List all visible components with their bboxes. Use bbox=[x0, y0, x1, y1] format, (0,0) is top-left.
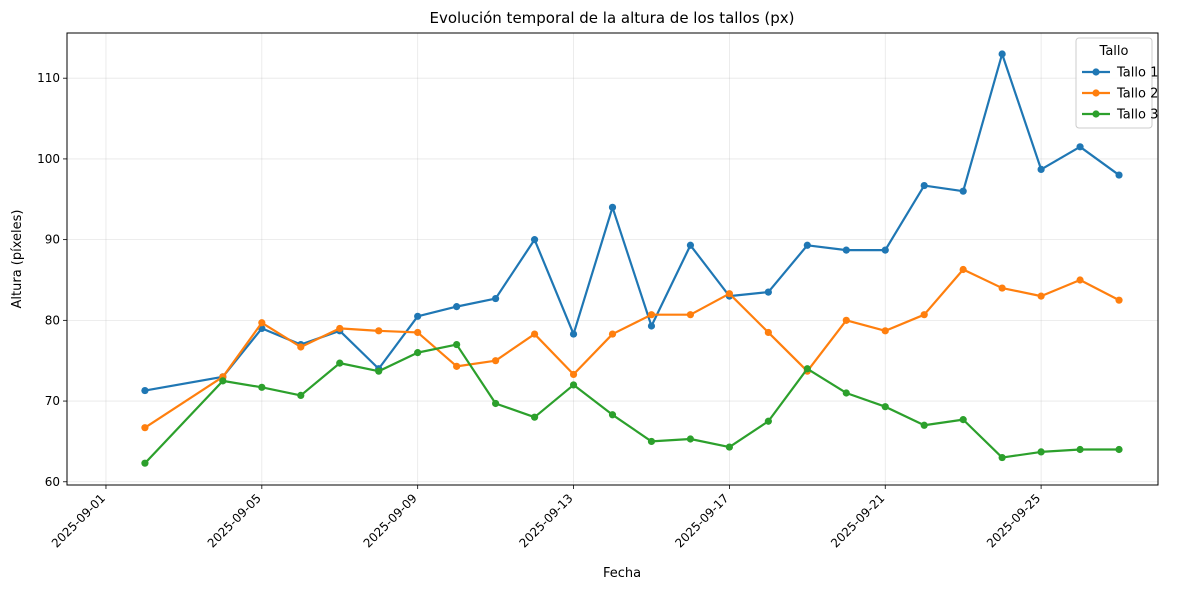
data-point bbox=[764, 288, 772, 296]
legend-title: Tallo bbox=[1099, 44, 1129, 59]
data-point bbox=[881, 327, 889, 335]
data-point bbox=[414, 349, 422, 357]
data-point bbox=[764, 417, 772, 425]
legend-marker bbox=[1092, 89, 1100, 97]
legend-entry: Tallo 1 bbox=[1082, 66, 1158, 81]
data-point bbox=[998, 50, 1006, 58]
y-tick-label: 80 bbox=[45, 313, 60, 327]
data-point bbox=[414, 328, 422, 337]
data-point bbox=[842, 389, 850, 397]
chart-title: Evolución temporal de la altura de los t… bbox=[429, 9, 794, 27]
data-point bbox=[569, 330, 578, 338]
data-point bbox=[492, 357, 500, 365]
y-tick-label: 60 bbox=[45, 475, 60, 489]
legend-label: Tallo 3 bbox=[1116, 108, 1158, 123]
legend-marker bbox=[1092, 68, 1100, 76]
data-point bbox=[453, 362, 461, 370]
data-point bbox=[530, 236, 539, 244]
data-point bbox=[764, 328, 772, 337]
y-tick-label: 110 bbox=[37, 71, 60, 85]
data-point bbox=[1115, 171, 1123, 179]
data-point bbox=[608, 411, 617, 419]
data-point bbox=[686, 311, 695, 319]
series-layer bbox=[141, 50, 1123, 467]
data-point bbox=[141, 424, 149, 432]
data-point bbox=[492, 294, 500, 303]
legend-entry: Tallo 3 bbox=[1082, 108, 1158, 123]
data-point bbox=[686, 241, 695, 249]
data-point bbox=[297, 391, 305, 400]
legend-entries: Tallo 1 Tallo 2 Tallo 3 bbox=[1082, 66, 1158, 123]
data-point bbox=[608, 330, 617, 338]
data-point bbox=[569, 370, 578, 379]
legend: Tallo Tallo 1 Tallo 2 Tallo 3 bbox=[1075, 37, 1158, 129]
y-axis-ticks: 60 70 80 90 100 110 bbox=[37, 71, 67, 489]
data-point bbox=[569, 381, 578, 389]
x-axis-label: Fecha bbox=[603, 566, 641, 581]
data-point bbox=[608, 203, 617, 211]
data-point bbox=[725, 443, 733, 451]
data-point bbox=[1115, 445, 1123, 454]
legend-box bbox=[1075, 37, 1153, 129]
data-point bbox=[881, 246, 889, 254]
data-point bbox=[336, 324, 344, 333]
data-point bbox=[219, 377, 227, 385]
grid-lines bbox=[67, 33, 1158, 485]
data-point bbox=[336, 359, 344, 367]
data-point bbox=[959, 187, 967, 195]
data-point bbox=[453, 303, 461, 311]
data-point bbox=[803, 241, 811, 249]
data-point bbox=[1076, 276, 1084, 284]
data-point bbox=[647, 311, 656, 319]
data-point bbox=[141, 386, 149, 395]
data-point bbox=[998, 453, 1006, 462]
data-point bbox=[959, 265, 967, 274]
data-point bbox=[647, 322, 656, 330]
data-point bbox=[647, 437, 656, 446]
data-point bbox=[1076, 445, 1084, 454]
data-point bbox=[881, 403, 889, 411]
data-point bbox=[453, 340, 461, 349]
y-tick-label: 70 bbox=[45, 394, 60, 408]
data-point bbox=[375, 367, 383, 375]
data-point bbox=[725, 290, 733, 298]
data-point bbox=[842, 316, 850, 324]
data-point bbox=[803, 365, 811, 373]
data-point bbox=[1037, 448, 1045, 456]
data-point bbox=[530, 413, 539, 421]
series-tallo-3 bbox=[141, 340, 1123, 467]
data-point bbox=[258, 383, 266, 391]
data-point bbox=[1037, 292, 1045, 300]
data-point bbox=[530, 330, 539, 338]
data-point bbox=[297, 343, 305, 351]
data-point bbox=[920, 421, 928, 429]
data-point bbox=[920, 311, 928, 319]
data-point bbox=[1076, 143, 1084, 151]
data-point bbox=[1115, 296, 1123, 304]
legend-label: Tallo 1 bbox=[1116, 66, 1158, 81]
data-point bbox=[141, 459, 149, 467]
y-axis-label: Altura (píxeles) bbox=[10, 210, 25, 309]
data-point bbox=[998, 284, 1006, 292]
legend-marker bbox=[1092, 110, 1100, 118]
data-point bbox=[492, 399, 500, 408]
data-point bbox=[258, 319, 266, 327]
data-point bbox=[686, 435, 695, 443]
legend-label: Tallo 2 bbox=[1116, 87, 1158, 102]
data-point bbox=[375, 327, 383, 335]
y-tick-label: 100 bbox=[37, 152, 60, 166]
data-point bbox=[414, 312, 422, 320]
data-point bbox=[920, 181, 928, 190]
data-point bbox=[959, 416, 967, 424]
plot-frame bbox=[66, 32, 1159, 486]
data-point bbox=[842, 246, 850, 254]
legend-entry: Tallo 2 bbox=[1082, 87, 1158, 102]
data-point bbox=[1037, 165, 1045, 174]
y-tick-label: 90 bbox=[45, 233, 60, 247]
